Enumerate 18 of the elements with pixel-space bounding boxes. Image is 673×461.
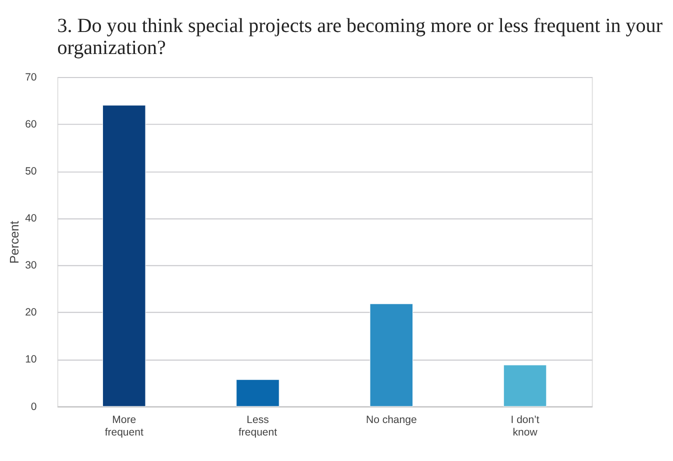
y-tick-label: 50 [25, 166, 37, 178]
x-tick-label: More frequent [104, 414, 144, 439]
y-tick-label: 20 [25, 306, 37, 319]
chart-title: 3. Do you think special projects are becoming more or less frequent in your organization? [57, 15, 663, 60]
y-axis-title: Percent [7, 220, 22, 264]
x-tick-label: I don’t know [510, 414, 540, 439]
bar [236, 379, 280, 407]
bar [102, 105, 146, 407]
x-tick-label: No change [366, 414, 417, 426]
y-tick-label: 0 [30, 400, 37, 413]
y-tick-label: 40 [25, 212, 37, 225]
y-tick-label: 30 [25, 260, 37, 272]
bar [503, 364, 547, 407]
x-tick-label: Less frequent [238, 414, 278, 439]
y-tick-label: 60 [25, 118, 37, 130]
y-tick-label: 70 [25, 71, 37, 84]
bar [370, 304, 414, 407]
y-tick-label: 10 [25, 354, 37, 366]
